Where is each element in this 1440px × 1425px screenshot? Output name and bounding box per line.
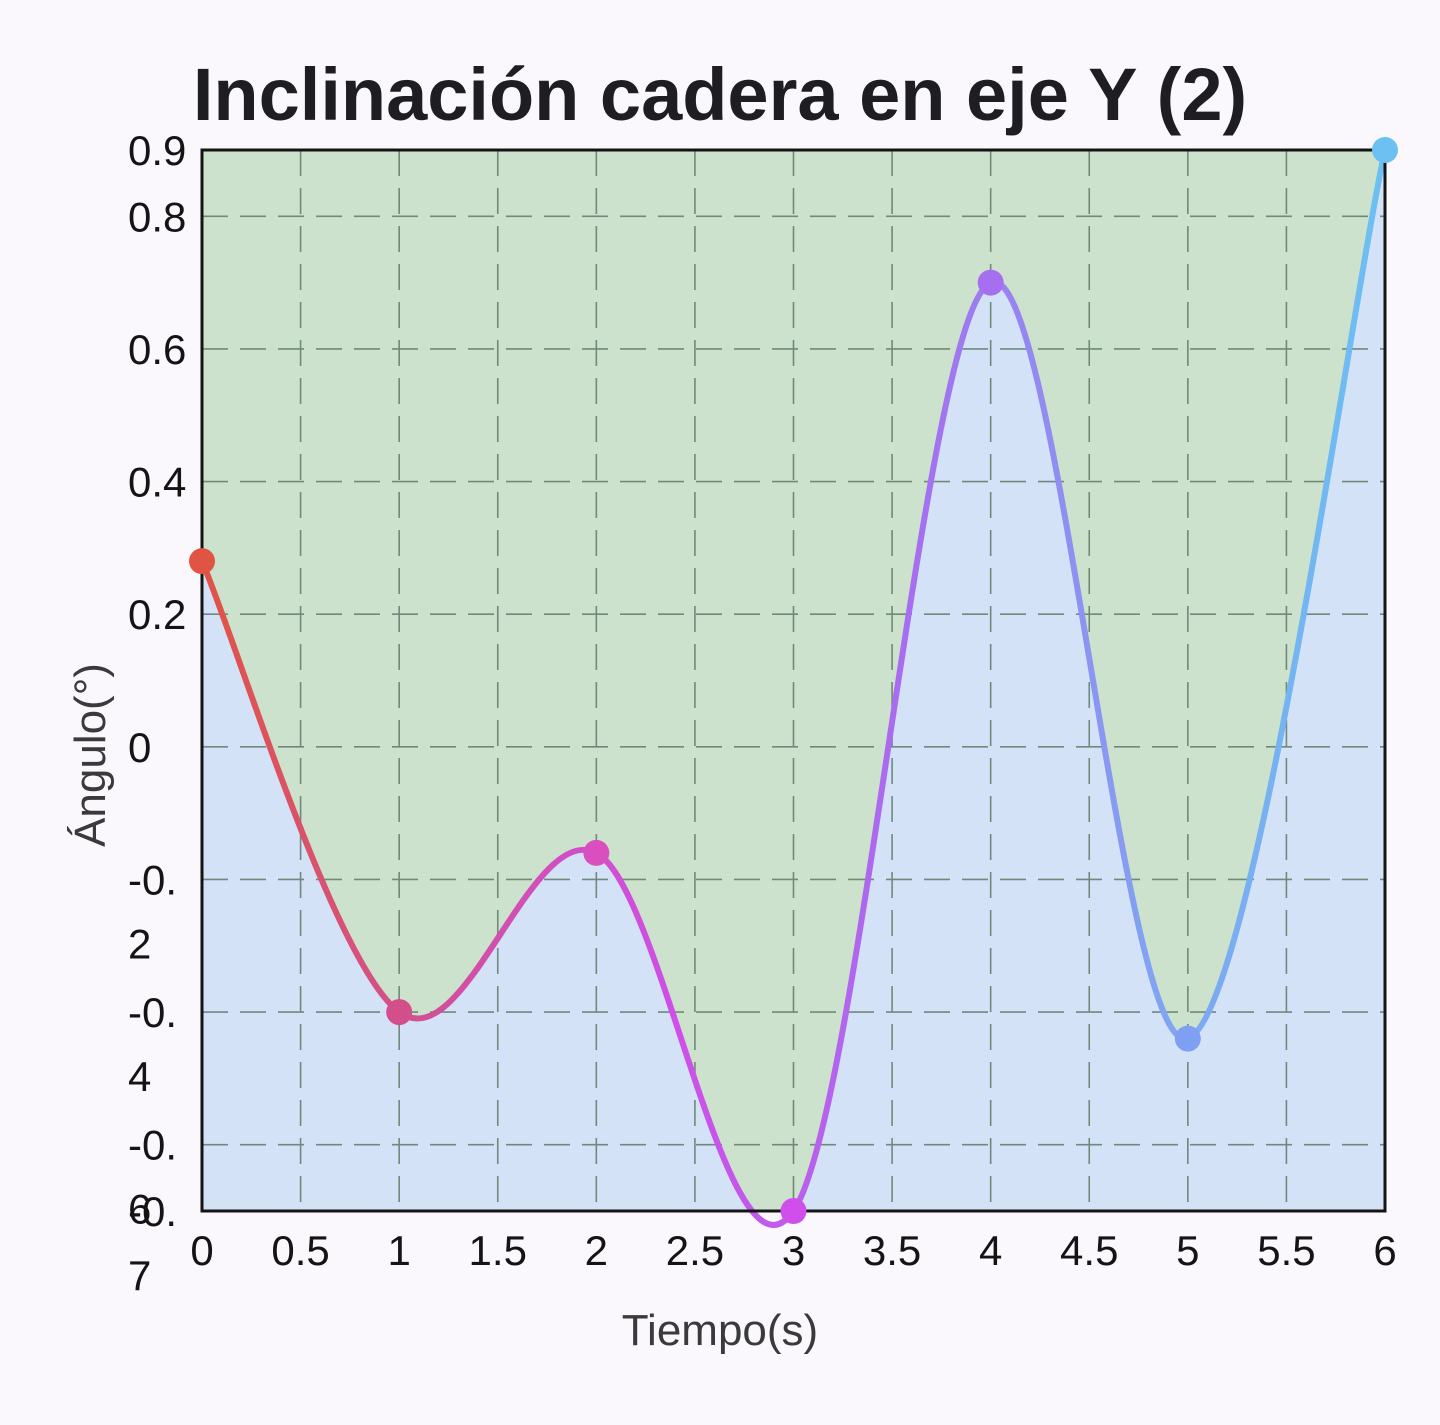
y-tick-label: -0. 6 — [128, 1122, 177, 1233]
x-tick-label: 3.5 — [863, 1227, 921, 1274]
chart-title: Inclinación cadera en eje Y (2) — [193, 53, 1247, 136]
x-axis-ticks: 0 0.5 1 1.5 2 2.5 3 3.5 4 4.5 5 5.5 6 — [190, 1227, 1396, 1274]
series-line — [199, 147, 1388, 1228]
y-tick-label: 0.9 — [128, 127, 186, 174]
x-tick-label: 2.5 — [666, 1227, 724, 1274]
x-axis-label: Tiempo(s) — [622, 1306, 818, 1355]
data-point — [780, 1198, 807, 1224]
x-tick-label: 3 — [782, 1227, 805, 1274]
x-tick-label: 2 — [585, 1227, 608, 1274]
y-axis-ticks: 0.9 0.8 0.6 0.4 0.2 0 -0. 2 -0. 4 -0. 6-0. 7 — [128, 127, 186, 1299]
data-point — [583, 839, 610, 866]
y-axis-label: Ángulo(°) — [66, 663, 115, 847]
y-tick-label: 0.6 — [128, 326, 186, 373]
fill-below-curve — [202, 150, 1385, 1211]
x-tick-label: 0.5 — [271, 1227, 329, 1274]
x-tick-label: 4.5 — [1060, 1227, 1118, 1274]
x-tick-label: 0 — [190, 1227, 213, 1274]
y-tick-label: 0 — [128, 724, 151, 771]
data-point — [977, 269, 1004, 296]
y-tick-label: -0. 7 — [128, 1188, 177, 1299]
x-tick-label: 1 — [387, 1227, 410, 1274]
x-tick-label: 5 — [1176, 1227, 1199, 1274]
plot-area — [189, 137, 1398, 1228]
data-point — [1372, 137, 1398, 163]
x-tick-label: 5.5 — [1257, 1227, 1315, 1274]
x-tick-label: 1.5 — [469, 1227, 527, 1274]
data-point — [189, 548, 215, 575]
y-tick-label: -0. 2 — [128, 856, 177, 967]
y-tick-label: 0.2 — [128, 591, 186, 638]
data-point — [386, 999, 413, 1026]
x-tick-label: 6 — [1373, 1227, 1396, 1274]
data-point — [1174, 1025, 1201, 1052]
y-tick-label: -0. 4 — [128, 989, 177, 1100]
x-tick-label: 4 — [979, 1227, 1002, 1274]
y-tick-label: 0.4 — [128, 459, 186, 506]
y-tick-label: 0.8 — [128, 193, 186, 240]
